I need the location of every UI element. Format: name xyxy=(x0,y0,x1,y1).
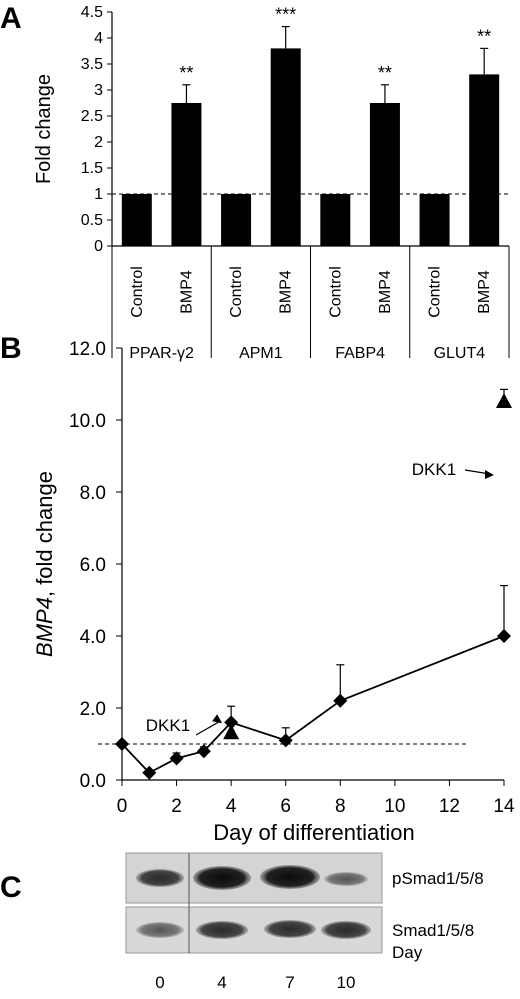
x-category-label: BMP4 xyxy=(476,270,493,314)
y-tick-label: 12.0 xyxy=(69,339,106,360)
y-tick-label: 0 xyxy=(94,238,103,255)
significance-label: ** xyxy=(477,26,491,46)
annotation-arrowhead xyxy=(485,470,494,479)
bar xyxy=(469,74,500,247)
y-tick-label: 2 xyxy=(94,134,103,151)
y-tick-label: 2.0 xyxy=(80,699,106,720)
x-category-label: BMP4 xyxy=(377,270,394,314)
x-tick-label: 4 xyxy=(226,796,237,817)
blot-row-label: Smad1/5/8 xyxy=(392,921,474,940)
bar xyxy=(320,194,351,246)
bar xyxy=(270,48,301,247)
group-label: GLUT4 xyxy=(434,345,486,362)
blot-lane-label: 10 xyxy=(337,973,356,992)
bar xyxy=(171,103,202,246)
blot-band xyxy=(196,921,248,939)
x-tick-label: 12 xyxy=(439,796,460,817)
panel-c-letter: C xyxy=(0,871,22,904)
y-axis-title-rest: , fold change xyxy=(32,471,57,597)
y-tick-label: 8.0 xyxy=(80,483,106,504)
x-category-label: Control xyxy=(129,266,146,318)
blot-band xyxy=(321,921,371,939)
y-tick-label: 0.0 xyxy=(80,771,106,792)
bar xyxy=(419,194,450,246)
x-category-label: BMP4 xyxy=(178,270,195,314)
x-category-label: Control xyxy=(427,266,444,318)
annotation-label: DKK1 xyxy=(146,716,190,735)
x-category-label: Control xyxy=(228,266,245,318)
blot-lane-label: 4 xyxy=(217,973,226,992)
y-axis-title: Fold change xyxy=(33,74,55,184)
y-tick-label: 0.5 xyxy=(81,212,103,229)
y-tick-label: 4.0 xyxy=(80,627,106,648)
panel-b-letter: B xyxy=(0,332,22,365)
annotation-label: DKK1 xyxy=(412,460,456,479)
blot-lane-label: 7 xyxy=(285,973,294,992)
data-point xyxy=(196,744,211,759)
x-axis-title: Day of differentiation xyxy=(213,820,414,845)
y-tick-label: 3 xyxy=(94,82,103,99)
blot-band xyxy=(260,865,320,889)
annotation-arrowhead xyxy=(212,714,223,724)
group-label: APM1 xyxy=(239,345,283,362)
data-point xyxy=(497,629,511,643)
y-tick-label: 4 xyxy=(94,30,103,47)
annotation-arrow xyxy=(195,720,221,736)
dkk1-point xyxy=(223,724,240,740)
blot-band xyxy=(193,866,251,890)
blot-day-label: Day xyxy=(392,943,423,962)
bar xyxy=(121,194,152,246)
significance-label: ** xyxy=(179,63,193,83)
data-point xyxy=(115,737,129,751)
data-point xyxy=(278,733,293,748)
y-tick-label: 1.5 xyxy=(81,160,103,177)
x-category-label: BMP4 xyxy=(278,270,295,314)
panel-c-blot: pSmad1/5/8 Smad1/5/8 Day 0 4 7 10 xyxy=(125,852,484,992)
data-point xyxy=(169,751,184,766)
y-tick-label: 4.5 xyxy=(81,4,103,21)
y-axis-title-gene: BMP4 xyxy=(32,597,57,657)
y-tick-label: 6.0 xyxy=(80,555,106,576)
significance-label: *** xyxy=(275,5,296,25)
group-label: FABP4 xyxy=(335,345,385,362)
blot-band xyxy=(136,869,184,887)
y-tick-label: 1 xyxy=(94,186,103,203)
x-tick-label: 6 xyxy=(280,796,291,817)
y-tick-label: 3.5 xyxy=(81,56,103,73)
x-tick-label: 14 xyxy=(493,796,515,817)
significance-label: ** xyxy=(378,63,392,83)
data-point xyxy=(333,693,348,708)
group-label: PPAR-γ2 xyxy=(129,345,194,362)
x-tick-label: 8 xyxy=(335,796,346,817)
x-tick-label: 2 xyxy=(171,796,182,817)
x-tick-label: 0 xyxy=(117,796,128,817)
panel-a-letter: A xyxy=(0,2,22,35)
blot-band xyxy=(264,920,316,938)
x-category-label: Control xyxy=(327,266,344,318)
blot-lane-label: 0 xyxy=(155,973,164,992)
x-tick-label: 10 xyxy=(384,796,405,817)
series-line xyxy=(121,635,505,774)
bar xyxy=(369,103,400,246)
panel-b-chart: 0.0 2.0 4.0 6.0 8.0 10.0 12.0 0 2 4 6 8 10 12 14 Day of… xyxy=(32,339,515,845)
data-point xyxy=(142,765,157,780)
y-axis-title: BMP4, fold change xyxy=(32,471,57,657)
data-point xyxy=(224,715,239,730)
blot-row-label: pSmad1/5/8 xyxy=(392,869,484,888)
y-tick-label: 2.5 xyxy=(81,108,103,125)
dkk1-point xyxy=(496,393,512,408)
blot-band xyxy=(324,872,368,886)
bar xyxy=(221,194,252,246)
blot-band xyxy=(136,922,184,938)
y-tick-label: 10.0 xyxy=(69,411,106,432)
